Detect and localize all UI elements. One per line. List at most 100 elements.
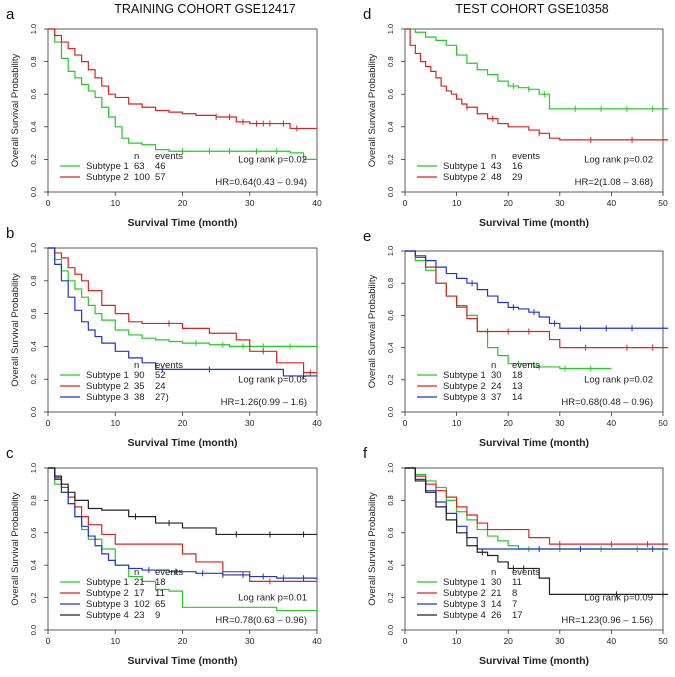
legend-events: 52 [155,370,166,381]
x-tick-label: 20 [503,198,513,208]
km-curve-subtype-3 [48,247,317,377]
legend-events: 11 [155,588,165,599]
legend-label: Subtype 1 [86,370,129,381]
legend-header-events: events [155,360,183,371]
y-tick-label: 0.0 [29,407,38,417]
y-axis-label: Overall Survival Probability [10,492,21,606]
y-tick-label: 0.6 [386,528,395,538]
y-tick-label: 1.0 [29,463,38,473]
y-tick-label: 0.4 [386,122,395,132]
y-tick-label: 0.6 [386,89,395,99]
x-axis-label: Survival Time (month) [479,655,589,667]
x-tick-label: 10 [452,418,462,428]
x-tick-label: 10 [452,636,462,646]
legend-events: 9 [155,610,160,621]
x-tick-label: 20 [178,418,188,428]
panel-label: a [6,6,15,23]
legend-header-events: events [512,151,540,162]
km-panel-a: a 0.0 0.2 0.4 0.6 0.8 1.0 0 10 20 30 40 Survival Tim… [6,6,322,229]
km-curve-subtype-1 [405,250,612,370]
y-tick-label: 0.4 [29,560,38,570]
legend-n: 90 [134,370,145,381]
y-axis-label: Overall Survival Probability [367,274,378,388]
km-curve-subtype-3 [405,250,669,329]
x-tick-label: 40 [607,636,617,646]
hazard-ratio: HR=1.23(0.96 – 1.56) [561,615,653,626]
legend-label: Subtype 3 [86,392,129,403]
y-tick-label: 0.0 [386,407,395,417]
hazard-ratio: HR=2(1.08 – 3.68) [575,177,653,188]
x-tick-label: 50 [658,636,668,646]
km-curve-subtype-2 [405,467,669,545]
y-tick-label: 0.2 [29,374,38,384]
legend-n: 38 [134,392,145,403]
legend-label: Subtype 1 [86,161,129,172]
legend-events: 57 [155,172,166,183]
plot-frame [404,250,664,413]
y-tick-label: 0.6 [29,308,38,318]
panel-label: f [363,445,368,462]
legend-n: 26 [491,610,502,621]
legend-events: 13 [512,381,523,392]
y-tick-label: 0.2 [386,375,395,385]
km-curve-subtype-4 [48,467,317,536]
legend-n: 37 [491,392,502,403]
legend-events: 16 [512,161,523,172]
legend-events: 8 [512,588,517,599]
legend-label: Subtype 1 [443,161,486,172]
y-tick-label: 0.8 [386,278,395,288]
km-curve-subtype-4 [405,467,669,595]
x-tick-label: 20 [503,418,513,428]
x-tick-label: 10 [111,418,121,428]
y-tick-label: 0.2 [386,592,395,602]
header-training-cohort: TRAINING COHORT GSE12417 [114,2,296,16]
km-curve-subtype-3 [405,467,669,550]
x-axis-label: Survival Time (month) [127,655,237,667]
km-panel-e: e 0.0 0.2 0.4 0.6 0.8 1.0 0 10 20 30 40 50 Survival T… [363,228,669,449]
legend-header-events: events [155,567,183,578]
legend-n: 21 [491,588,502,599]
legend-events: 11 [512,577,522,588]
x-tick-label: 20 [178,636,188,646]
x-tick-label: 30 [245,198,255,208]
legend-events: 18 [512,370,523,381]
legend-label: Subtype 1 [86,577,129,588]
x-tick-label: 0 [403,418,408,428]
y-tick-label: 0.8 [29,56,38,66]
km-curve-subtype-2 [48,467,317,582]
y-axis-label: Overall Survival Probability [10,273,21,387]
km-curve-subtype-1 [48,247,317,347]
x-tick-label: 30 [555,198,565,208]
legend-n: 102 [134,599,150,610]
x-tick-label: 50 [658,198,668,208]
legend-events: 65 [155,599,166,610]
legend-n: 48 [491,172,502,183]
legend-label: Subtype 3 [443,392,486,403]
legend-label: Subtype 2 [86,381,129,392]
x-tick-label: 10 [111,636,121,646]
legend-header-events: events [512,567,540,578]
km-panel-d: d 0.0 0.2 0.4 0.6 0.8 1.0 0 10 20 30 40 50 Survival T… [363,6,669,229]
x-tick-label: 40 [312,198,322,208]
km-curve-subtype-1 [405,28,669,110]
y-tick-label: 0.8 [386,56,395,66]
legend-events: 14 [512,392,523,403]
legend-header-n: n [134,360,139,371]
x-tick-label: 10 [111,198,121,208]
legend-n: 14 [491,599,502,610]
y-tick-label: 0.4 [29,341,38,351]
y-tick-label: 0.4 [386,342,395,352]
legend-events: 27) [155,392,169,403]
legend-n: 63 [134,161,145,172]
legend-label: Subtype 2 [86,172,129,183]
legend-n: 23 [134,610,145,621]
legend-label: Subtype 1 [443,370,486,381]
logrank-p: Log rank p=0.09 [584,592,653,603]
y-axis-label: Overall Survival Probability [10,53,21,167]
x-tick-label: 0 [403,636,408,646]
legend-label: Subtype 4 [443,610,486,621]
legend-header-n: n [491,567,496,578]
y-tick-label: 0.8 [29,495,38,505]
y-tick-label: 0.6 [29,89,38,99]
